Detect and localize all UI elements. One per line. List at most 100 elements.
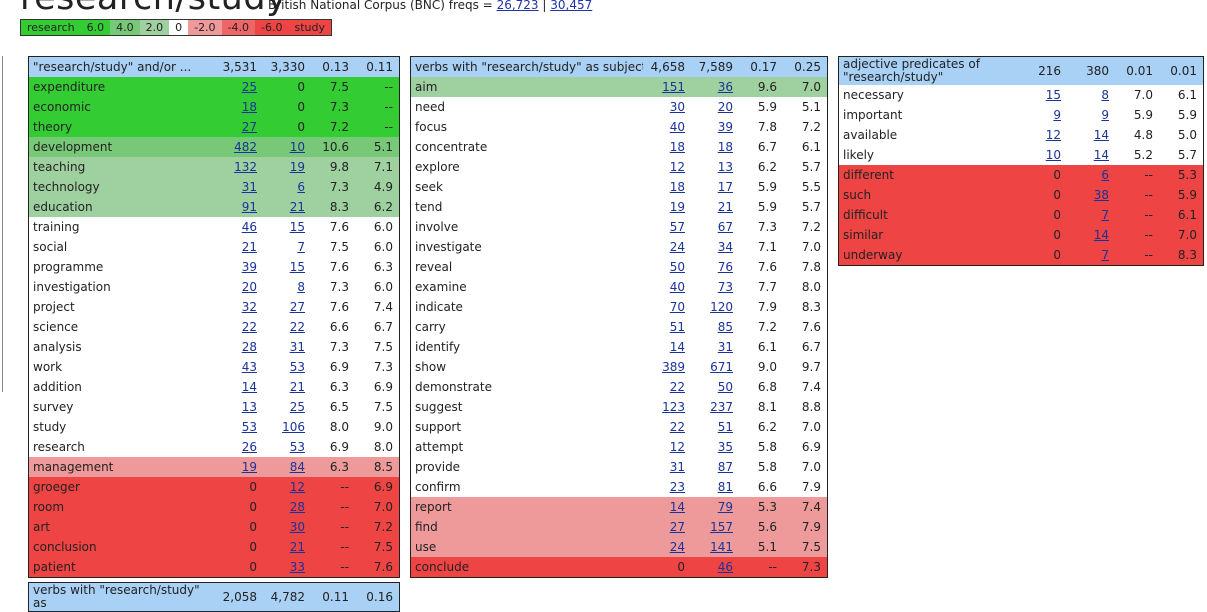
freq-study-link[interactable]: 7 (297, 240, 305, 254)
freq-study-link[interactable]: 7 (1101, 248, 1109, 262)
freq-research-link[interactable]: 22 (669, 380, 685, 394)
panel-title[interactable]: verbs with "research/study" as (29, 583, 215, 611)
freq-research-link[interactable]: 70 (669, 300, 685, 314)
freq-study-link[interactable]: 8 (297, 280, 305, 294)
freq-research-link[interactable]: 28 (241, 340, 257, 354)
freq-research-link[interactable]: 53 (241, 420, 257, 434)
freq-research-link[interactable]: 57 (669, 220, 685, 234)
freq-study-link[interactable]: 39 (717, 120, 733, 134)
freq-study-link[interactable]: 12 (289, 480, 305, 494)
freq-research-link[interactable]: 14 (669, 500, 685, 514)
freq-study-link[interactable]: 53 (289, 440, 305, 454)
freq-research-link[interactable]: 23 (669, 480, 685, 494)
freq-research-link[interactable]: 40 (669, 280, 685, 294)
freq-study-link[interactable]: 19 (289, 160, 305, 174)
freq-research-link[interactable]: 32 (241, 300, 257, 314)
freq-study-link[interactable]: 81 (717, 480, 733, 494)
freq-study-link[interactable]: 9 (1101, 108, 1109, 122)
freq-study-link[interactable]: 6 (1101, 168, 1109, 182)
freq-study-link[interactable]: 84 (289, 460, 305, 474)
freq-study-link[interactable]: 34 (717, 240, 733, 254)
freq-study-link[interactable]: 30,457 (550, 0, 593, 12)
freq-research-link[interactable]: 31 (241, 180, 257, 194)
freq-research-link[interactable]: 123 (662, 400, 685, 414)
freq-research-link[interactable]: 91 (241, 200, 257, 214)
freq-study-link[interactable]: 14 (1093, 228, 1109, 242)
freq-study-link[interactable]: 87 (717, 460, 733, 474)
freq-research-link[interactable]: 18 (241, 100, 257, 114)
freq-research-link[interactable]: 482 (234, 140, 257, 154)
freq-study-link[interactable]: 79 (717, 500, 733, 514)
panel-title[interactable]: verbs with "research/study" as subject (411, 57, 643, 77)
freq-research-link[interactable]: 9 (1053, 108, 1061, 122)
freq-study-link[interactable]: 35 (717, 440, 733, 454)
freq-study-link[interactable]: 50 (717, 380, 733, 394)
freq-study-link[interactable]: 106 (282, 420, 305, 434)
freq-research-link[interactable]: 27 (241, 120, 257, 134)
freq-study-link[interactable]: 73 (717, 280, 733, 294)
freq-study-link[interactable]: 46 (717, 560, 733, 574)
freq-research-link[interactable]: 31 (669, 460, 685, 474)
freq-study-link[interactable]: 18 (717, 140, 733, 154)
freq-study-link[interactable]: 85 (717, 320, 733, 334)
freq-study-link[interactable]: 7 (1101, 208, 1109, 222)
freq-study-link[interactable]: 21 (289, 380, 305, 394)
freq-research-link[interactable]: 21 (241, 240, 257, 254)
freq-study-link[interactable]: 10 (289, 140, 305, 154)
panel-title[interactable]: adjective predicates of "research/study" (839, 57, 1025, 85)
freq-research-link[interactable]: 25 (241, 80, 257, 94)
freq-study-link[interactable]: 21 (289, 200, 305, 214)
freq-research-link[interactable]: 50 (669, 260, 685, 274)
freq-study-link[interactable]: 17 (717, 180, 733, 194)
freq-study-link[interactable]: 15 (289, 220, 305, 234)
freq-study-link[interactable]: 14 (1093, 128, 1109, 142)
freq-research-link[interactable]: 20 (241, 280, 257, 294)
freq-study-link[interactable]: 8 (1101, 88, 1109, 102)
freq-study-link[interactable]: 15 (289, 260, 305, 274)
freq-research-link[interactable]: 24 (669, 240, 685, 254)
freq-research-link[interactable]: 13 (241, 400, 257, 414)
freq-research-link[interactable]: 24 (669, 540, 685, 554)
freq-research-link[interactable]: 12 (669, 440, 685, 454)
freq-study-link[interactable]: 36 (717, 80, 733, 94)
freq-study-link[interactable]: 20 (717, 100, 733, 114)
freq-research-link[interactable]: 389 (662, 360, 685, 374)
freq-study-link[interactable]: 51 (717, 420, 733, 434)
freq-study-link[interactable]: 21 (289, 540, 305, 554)
freq-research-link[interactable]: 132 (234, 160, 257, 174)
freq-research-link[interactable]: 19 (241, 460, 257, 474)
freq-research-link[interactable]: 19 (669, 200, 685, 214)
freq-study-link[interactable]: 6 (297, 180, 305, 194)
freq-research-link[interactable]: 18 (669, 140, 685, 154)
freq-research-link[interactable]: 18 (669, 180, 685, 194)
freq-research-link[interactable]: 15 (1045, 88, 1061, 102)
freq-study-link[interactable]: 27 (289, 300, 305, 314)
freq-study-link[interactable]: 30 (289, 520, 305, 534)
freq-research-link[interactable]: 39 (241, 260, 257, 274)
freq-research-link[interactable]: 12 (669, 160, 685, 174)
freq-research-link[interactable]: 22 (669, 420, 685, 434)
freq-study-link[interactable]: 25 (289, 400, 305, 414)
freq-research-link[interactable]: 51 (669, 320, 685, 334)
freq-research-link[interactable]: 46 (241, 220, 257, 234)
freq-research-link[interactable]: 27 (669, 520, 685, 534)
freq-research-link[interactable]: 10 (1045, 148, 1061, 162)
freq-study-link[interactable]: 28 (289, 500, 305, 514)
freq-research-link[interactable]: 26,723 (496, 0, 539, 12)
panel-title[interactable]: "research/study" and/or ... (29, 57, 215, 77)
freq-study-link[interactable]: 157 (710, 520, 733, 534)
freq-study-link[interactable]: 38 (1093, 188, 1109, 202)
freq-study-link[interactable]: 141 (710, 540, 733, 554)
freq-study-link[interactable]: 31 (289, 340, 305, 354)
freq-research-link[interactable]: 30 (669, 100, 685, 114)
freq-study-link[interactable]: 13 (717, 160, 733, 174)
freq-research-link[interactable]: 26 (241, 440, 257, 454)
freq-research-link[interactable]: 43 (241, 360, 257, 374)
freq-study-link[interactable]: 53 (289, 360, 305, 374)
freq-study-link[interactable]: 671 (710, 360, 733, 374)
freq-study-link[interactable]: 67 (717, 220, 733, 234)
freq-study-link[interactable]: 22 (289, 320, 305, 334)
freq-study-link[interactable]: 76 (717, 260, 733, 274)
freq-study-link[interactable]: 14 (1093, 148, 1109, 162)
freq-study-link[interactable]: 237 (710, 400, 733, 414)
